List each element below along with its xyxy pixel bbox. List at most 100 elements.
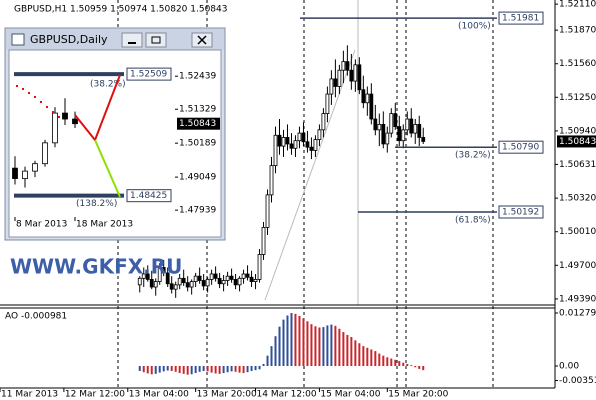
candle-body [305,141,310,148]
candle-body [353,64,358,82]
candle-body [193,275,198,282]
candle-body [173,284,178,290]
y-tick-label: 0.00 [559,361,579,371]
ao-bar [194,365,197,374]
ao-bar [342,332,345,366]
ao-bar [222,365,225,374]
candle-body [281,137,286,147]
candle-body [413,124,418,134]
dot [52,111,54,113]
level-tag: (61.8%) [455,216,491,226]
y-tick-label: 1.51870 [559,26,596,36]
x-tick-label: 14 Mar 12:00 [257,390,317,400]
ao-bar [374,351,377,366]
ao-bar [386,357,389,366]
candle-body [325,93,330,114]
y-tick-label: -0.00351 [559,376,596,386]
ao-bar [174,365,177,372]
candle-body [32,163,38,172]
candle-body [153,281,158,288]
level-label: 1.52509 [130,70,167,80]
ao-bar [394,359,397,366]
candle-body [329,78,334,95]
candle-body [373,118,378,131]
ao-bar [202,365,205,371]
level-box [498,205,544,219]
x-tick-label: 8 Mar 2013 [16,220,67,230]
ao-bar [286,315,289,366]
ao-bar [282,319,285,366]
maximize-button[interactable] [145,32,167,48]
candle-body [52,112,58,144]
y-tick-label: 1.51329 [179,105,216,115]
ao-bar [226,365,229,373]
candle-body [157,267,162,282]
candle-body [233,279,238,286]
candle-body [377,124,382,131]
ao-bar [422,365,425,371]
ao-bar [154,365,157,374]
level-box [126,189,172,203]
candle-body [333,78,338,87]
y-tick-label: 1.49700 [559,261,596,271]
candle-body [309,146,314,151]
candle-body [165,272,170,285]
last-price-label: 1.50843 [559,137,596,147]
dot [40,101,42,103]
ao-bar [150,365,153,375]
candle-body [245,273,250,278]
window-titlebar [6,29,224,50]
candle-body [345,61,350,71]
level-label: 1.50790 [502,143,539,153]
x-tick-label: 15 Mar 20:00 [388,390,448,400]
ao-bar [306,321,309,366]
candle-body [297,132,302,142]
candle-body [42,142,48,165]
ao-bar [250,365,253,371]
ao-bar [238,365,241,373]
candle-body [217,277,222,285]
candle-body [405,118,410,131]
ao-bar [338,328,341,366]
y-tick-label: 1.47939 [179,206,216,216]
y-tick-label: 0.012799 [559,309,596,319]
y-tick-label: 1.52110 [559,0,596,10]
candle-body [72,118,78,125]
candle-body [237,277,242,286]
ao-bar [142,365,145,373]
ao-bar [210,365,213,373]
fibo-trend [264,49,356,301]
candle-body [137,277,142,286]
ao-bar [318,327,321,366]
ao-bar [166,365,169,371]
projection-line [94,139,121,198]
minimize-button[interactable] [121,32,143,48]
ao-bar [406,363,409,366]
candle-body [381,124,386,145]
ao-bar [294,313,297,366]
sar-dots [16,85,60,118]
y-tick-label: 1.49390 [559,294,596,304]
candle-body [301,132,306,143]
ao-bar [370,349,373,366]
ao-bar [278,326,281,366]
ao-bar [358,343,361,366]
candle-body [249,276,254,282]
candle-body [365,93,370,104]
ao-bar [410,365,413,366]
candle-body [145,273,150,280]
level-tag: (38.2%) [90,80,126,90]
ao-bar [382,355,385,366]
candle-body [277,134,282,147]
last-price-box [557,135,596,148]
candle-body [313,139,318,151]
level-box [126,67,172,81]
candle-body [12,167,18,179]
ao-bar [234,365,237,372]
ao-bar [310,324,313,366]
ao-bar [178,365,181,374]
x-tick-label: 13 Mar 04:00 [129,390,189,400]
candle-body [357,64,362,91]
candle-body [321,113,326,131]
y-tick-label: 1.51250 [559,93,596,103]
